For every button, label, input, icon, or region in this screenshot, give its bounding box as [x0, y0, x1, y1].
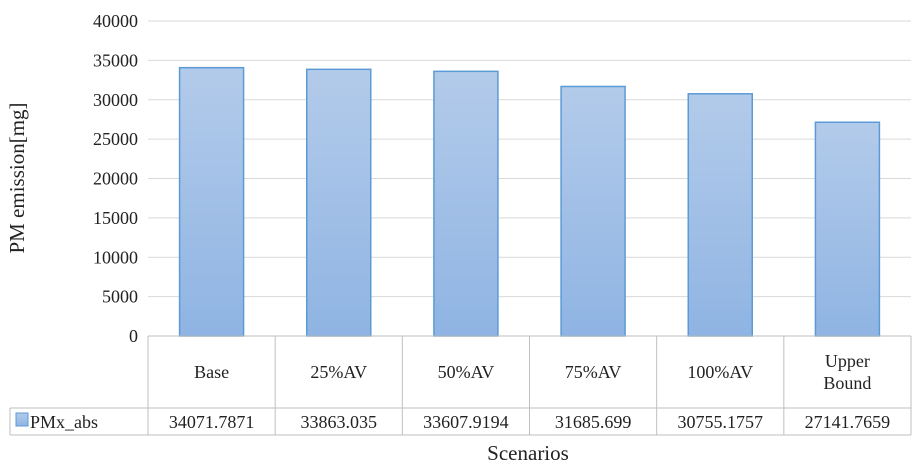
y-tick-label: 30000: [93, 90, 138, 110]
y-tick-label: 20000: [93, 169, 138, 189]
y-axis-title: PM emission[mg]: [5, 102, 29, 253]
bars: [178, 66, 881, 337]
grid-lines: [148, 20, 911, 298]
category-label: 75%AV: [565, 362, 622, 382]
data-label: 33607.9194: [423, 412, 509, 432]
bar: [814, 121, 881, 337]
bar: [306, 68, 372, 337]
y-tick-label: 40000: [93, 11, 138, 31]
data-label: 34071.7871: [169, 412, 255, 432]
legend-swatch: [15, 412, 29, 427]
category-label: 100%AV: [687, 362, 753, 382]
data-label: 33863.035: [301, 412, 378, 432]
y-tick-label: 25000: [93, 129, 138, 149]
series-name: PMx_abs: [30, 412, 98, 432]
y-tick-label: 10000: [93, 247, 138, 267]
bar: [687, 93, 753, 337]
category-label: Base: [194, 362, 229, 382]
bar: [178, 66, 245, 337]
category-label: Upper: [825, 351, 870, 371]
data-label: 31685.699: [555, 412, 632, 432]
y-axis-ticks: 0 5000 10000 15000 20000 25000 30000 35000 40000: [93, 11, 138, 346]
y-tick-label: 15000: [93, 208, 138, 228]
x-axis-title: Scenarios: [487, 441, 569, 465]
data-label: 30755.1757: [678, 412, 764, 432]
y-tick-label: 5000: [102, 287, 138, 307]
category-label: 50%AV: [438, 362, 495, 382]
bar: [560, 85, 626, 337]
y-tick-label: 35000: [93, 50, 138, 70]
data-label: 27141.7659: [805, 412, 891, 432]
category-label: 25%AV: [310, 362, 367, 382]
category-label: Bound: [823, 373, 871, 393]
y-tick-label: 0: [129, 326, 138, 346]
bar: [433, 70, 499, 337]
